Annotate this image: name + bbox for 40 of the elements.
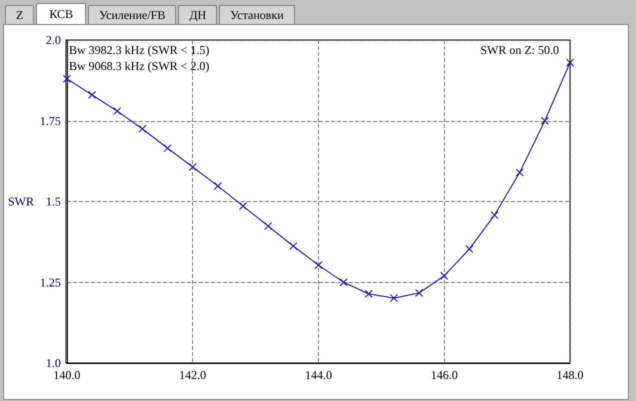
point	[490, 211, 499, 220]
y-tick-label: 1.25	[40, 275, 61, 290]
y-axis-title: SWR	[8, 194, 34, 208]
point	[138, 124, 146, 133]
point	[214, 182, 222, 190]
text: Z	[5, 5, 34, 26]
x-tick-label: 142.0	[179, 368, 206, 382]
point	[164, 144, 172, 152]
point	[340, 278, 348, 286]
text: Усиление/FB	[88, 5, 176, 26]
point	[415, 288, 424, 297]
point	[566, 58, 574, 67]
x-tick-label: 140.0	[53, 368, 80, 382]
text: ДН	[178, 5, 218, 26]
annotation: Bw 9068.3 kHz (SWR < 2.0)	[69, 59, 210, 73]
point	[540, 116, 549, 125]
point	[314, 261, 322, 270]
point	[516, 168, 524, 176]
point	[238, 202, 247, 210]
y-tick-label: 1.5	[46, 194, 61, 208]
x-tick-label: 146.0	[430, 368, 458, 382]
x-tick-label: 144.0	[304, 368, 332, 382]
y-tick-label: 1.75	[40, 114, 61, 128]
text: Установки	[219, 5, 295, 26]
point	[289, 242, 298, 250]
point	[188, 162, 197, 171]
y-tick-label: 1.0	[46, 356, 61, 370]
point	[88, 90, 96, 99]
y-tick-label: 2.0	[46, 33, 61, 47]
point	[465, 244, 474, 253]
point	[390, 294, 398, 302]
text: КСВ	[36, 3, 86, 26]
point	[264, 222, 272, 230]
point	[62, 74, 71, 83]
point	[364, 290, 373, 298]
annotation: Bw 3982.3 kHz (SWR < 1.5)	[69, 43, 210, 57]
point	[113, 107, 122, 116]
annotation: SWR on Z: 50.0	[480, 43, 560, 57]
x-tick-label: 148.0	[556, 368, 584, 382]
point	[440, 272, 448, 280]
